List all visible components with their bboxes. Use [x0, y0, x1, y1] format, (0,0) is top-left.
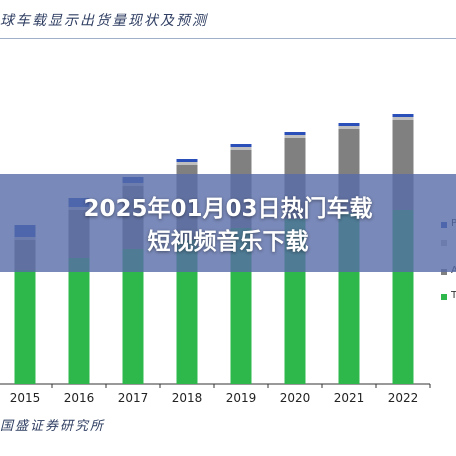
bar-segment-2018-s0: [176, 240, 198, 384]
legend-label-t: T: [451, 290, 456, 301]
source-note: 国盛证券研究所: [0, 419, 106, 434]
bar-segment-2022-s3: [392, 114, 414, 117]
banner-title-line1: 2025年01月03日热门车载: [83, 196, 373, 222]
bar-segment-2021-s3: [338, 123, 360, 126]
bar-segment-2022-s2: [392, 117, 414, 120]
bar-segment-2019-s2: [230, 147, 252, 150]
header-divider: [0, 38, 456, 39]
x-tick-label-2022: 2022: [388, 391, 419, 405]
x-tick-label-2020: 2020: [280, 391, 311, 405]
legend-item-t: T: [441, 290, 456, 304]
bar-segment-2017-s0: [122, 249, 144, 384]
bar-segment-2018-s3: [176, 159, 198, 162]
bar-segment-2015-s0: [14, 270, 36, 384]
bar-segment-2016-s0: [68, 258, 90, 384]
legend-swatch-t: [441, 294, 447, 300]
chart-header-title: 球车载显示出货量现状及预测: [0, 13, 208, 29]
x-tick-label-2019: 2019: [226, 391, 257, 405]
banner-title-line2: 短视频音乐下载: [147, 229, 309, 255]
title-banner: [0, 174, 456, 272]
x-tick-label-2021: 2021: [334, 391, 365, 405]
legend-swatch-a: [441, 269, 447, 275]
x-tick-label-2017: 2017: [118, 391, 149, 405]
x-tick-label-2015: 2015: [10, 391, 41, 405]
bar-segment-2018-s2: [176, 162, 198, 165]
bar-segment-2019-s3: [230, 144, 252, 147]
bar-segment-2021-s2: [338, 126, 360, 129]
banner-title: 2025年01月03日热门车载 短视频音乐下载: [0, 193, 456, 259]
bar-segment-2020-s2: [284, 135, 306, 138]
x-tick-label-2018: 2018: [172, 391, 203, 405]
x-tick-label-2016: 2016: [64, 391, 95, 405]
bar-segment-2020-s3: [284, 132, 306, 135]
